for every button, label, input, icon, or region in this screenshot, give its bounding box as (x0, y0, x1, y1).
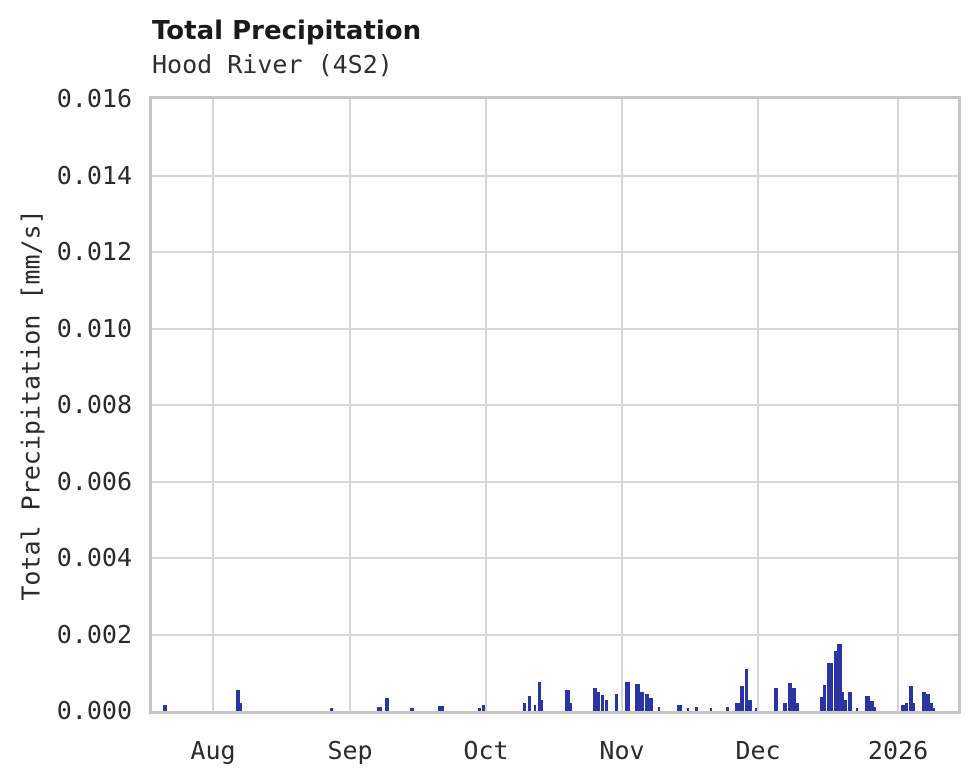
precip-bar (755, 707, 757, 711)
v-gridline (349, 99, 352, 711)
precip-bar (932, 707, 935, 711)
precip-bar (640, 691, 644, 711)
x-tick-label: Aug (190, 736, 236, 765)
precip-bar (538, 682, 541, 711)
precip-bar (163, 705, 167, 711)
v-gridline (212, 99, 214, 711)
h-gridline (152, 251, 958, 253)
y-tick-label: 0.000 (56, 696, 132, 725)
precip-bar (657, 707, 660, 711)
y-tick-label: 0.006 (56, 466, 132, 496)
precip-bar (686, 707, 689, 711)
precip-bar (740, 686, 744, 711)
h-gridline (152, 557, 958, 559)
precip-bar (929, 703, 933, 711)
y-tick-label: 0.002 (56, 619, 132, 649)
v-gridline (620, 99, 623, 711)
precip-bar (913, 703, 915, 711)
precip-bar (695, 707, 698, 711)
x-tick-label: Dec (735, 736, 781, 765)
precip-bar (597, 691, 600, 711)
precip-bar (870, 701, 874, 711)
chart-title: Total Precipitation (152, 16, 422, 46)
precip-bar (823, 685, 826, 711)
precip-bar (569, 703, 572, 711)
precip-bar (523, 703, 526, 711)
x-tick-label: Oct (463, 736, 509, 765)
precip-bar (384, 697, 389, 711)
precip-bar (827, 663, 833, 711)
v-gridline (757, 99, 760, 711)
y-tick-label: 0.010 (56, 313, 132, 343)
precip-bar (593, 688, 597, 711)
precip-bar (843, 699, 847, 711)
precip-bar (540, 699, 543, 711)
precip-bar (649, 697, 653, 711)
precip-bar (773, 688, 778, 711)
precip-bar (604, 699, 608, 711)
x-tick-label: 2026 (867, 736, 929, 765)
precip-bar (614, 693, 618, 711)
precip-bar (236, 689, 240, 711)
precip-bar (534, 705, 536, 711)
precip-bar (644, 693, 649, 711)
precip-bar (921, 691, 926, 711)
precip-bar (329, 707, 333, 711)
precip-bar (239, 703, 242, 711)
precip-bar (482, 705, 485, 711)
v-gridline (897, 99, 900, 711)
chart-subtitle: Hood River (4S2) (152, 50, 393, 79)
precip-bar (527, 695, 531, 711)
precip-bar (744, 668, 748, 711)
y-tick-label: 0.014 (56, 160, 132, 190)
y-tick-label: 0.012 (56, 237, 132, 266)
precip-bar (908, 686, 913, 711)
precip-bar (842, 691, 844, 711)
precip-bar (833, 650, 837, 711)
h-gridline (152, 480, 958, 483)
precip-bar (726, 707, 729, 711)
precip-bar (900, 705, 905, 711)
h-gridline (152, 174, 958, 177)
precip-bar (791, 688, 796, 711)
y-tick-label: 0.008 (56, 390, 132, 419)
precip-bar (819, 696, 823, 711)
precip-bar (565, 689, 570, 711)
y-tick-label: 0.004 (56, 543, 132, 572)
precip-bar (747, 699, 752, 711)
precip-bar (796, 703, 799, 711)
plot-area (149, 96, 961, 714)
v-gridline (485, 99, 487, 711)
precip-bar (625, 682, 630, 711)
x-tick-label: Sep (327, 736, 373, 765)
precip-bar (787, 683, 792, 711)
precip-bar (904, 703, 908, 711)
precip-bar (478, 707, 481, 711)
precip-bar (865, 695, 870, 711)
precip-bar (438, 706, 444, 711)
h-gridline (152, 404, 958, 406)
x-tick-label: Nov (599, 736, 645, 765)
precip-bar (600, 694, 604, 711)
precip-bar (735, 703, 740, 711)
precip-bar (710, 707, 712, 711)
precip-bar (873, 707, 876, 711)
y-tick-label: 0.016 (56, 84, 132, 113)
precip-bar (783, 703, 787, 711)
precip-bar (635, 684, 640, 711)
precip-bar (376, 707, 382, 711)
precip-bar (676, 705, 682, 711)
h-gridline (152, 327, 958, 330)
precip-bar (926, 693, 930, 711)
h-gridline (152, 633, 958, 636)
precip-bar (847, 691, 852, 711)
precip-bar (837, 644, 842, 711)
precip-bar (856, 707, 858, 711)
precip-bar (410, 707, 414, 711)
